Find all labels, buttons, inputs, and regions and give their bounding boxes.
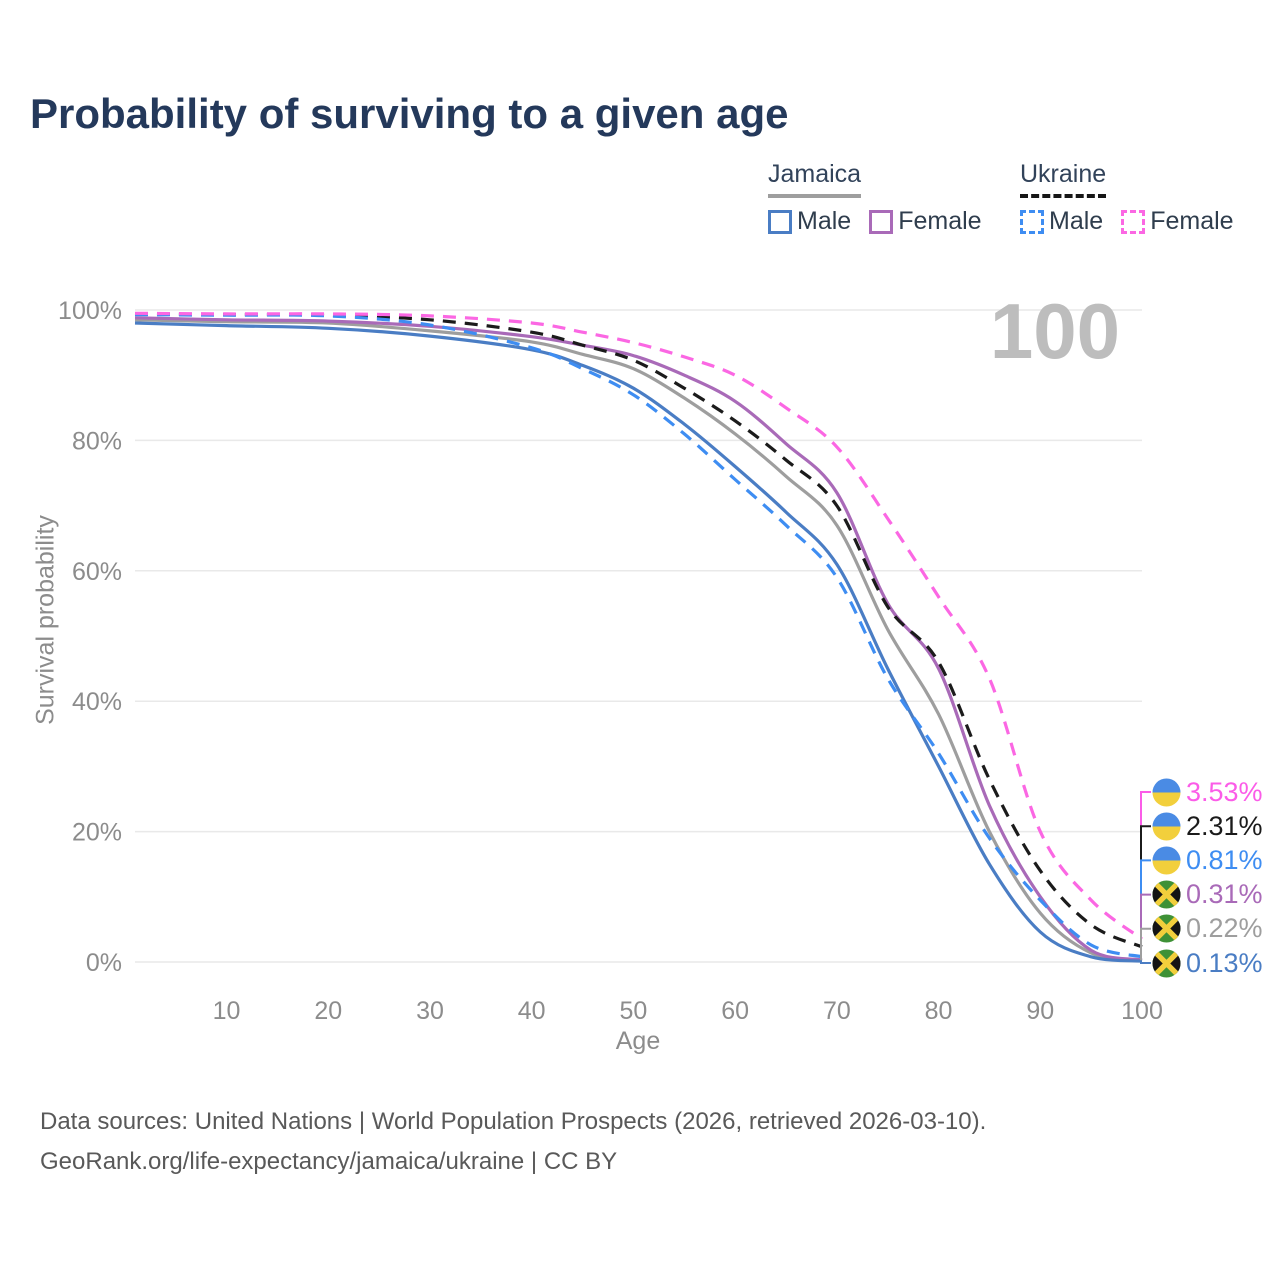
ukraine-flag-icon bbox=[1152, 812, 1181, 841]
x-tick-60: 60 bbox=[721, 997, 749, 1025]
x-tick-40: 40 bbox=[518, 997, 546, 1025]
end-value: 3.53% bbox=[1186, 776, 1263, 807]
end-label-jamaica-female: 0.31% bbox=[1152, 879, 1263, 910]
y-tick-0%: 0% bbox=[86, 949, 122, 977]
end-value: 0.22% bbox=[1186, 913, 1263, 944]
leader-line-ukraine-male bbox=[1140, 859, 1151, 958]
legend-item-ukraine-male[interactable]: Male bbox=[1020, 207, 1103, 236]
y-axis-title: Survival probability bbox=[31, 515, 60, 725]
jamaica-female-line-swatch-icon bbox=[869, 209, 894, 234]
curve-jamaica-female bbox=[134, 316, 1143, 962]
page-title: Probability of surviving to a given age bbox=[30, 90, 789, 137]
legend-item-label: Male bbox=[797, 207, 852, 235]
end-value: 0.81% bbox=[1186, 844, 1263, 875]
x-tick-80: 80 bbox=[925, 997, 953, 1025]
age-watermark: 100 bbox=[989, 287, 1120, 375]
end-label-ukraine-male: 0.81% bbox=[1152, 845, 1263, 875]
y-tick-60%: 60% bbox=[72, 558, 122, 586]
legend-item-jamaica-female[interactable]: Female bbox=[869, 207, 982, 236]
leader-line-jamaica-male bbox=[1140, 960, 1151, 964]
x-tick-50: 50 bbox=[620, 997, 648, 1025]
ukraine-flag-icon bbox=[1152, 846, 1181, 875]
end-label-ukraine-total: 2.31% bbox=[1152, 811, 1263, 841]
legend-item-ukraine-female[interactable]: Female bbox=[1121, 207, 1234, 236]
footer-data-sources: Data sources: United Nations | World Pop… bbox=[40, 1108, 987, 1135]
x-tick-20: 20 bbox=[314, 997, 342, 1025]
end-value: 0.13% bbox=[1186, 947, 1263, 978]
footer-attribution: GeoRank.org/life-expectancy/jamaica/ukra… bbox=[40, 1148, 618, 1175]
y-tick-100%: 100% bbox=[58, 297, 122, 325]
ukraine-male-line-swatch-icon bbox=[1020, 209, 1044, 234]
legend-country-jamaica: Jamaica bbox=[768, 160, 862, 198]
leader-line-jamaica-total bbox=[1140, 927, 1151, 962]
y-tick-80%: 80% bbox=[72, 427, 122, 455]
legend-group-jamaica: Jamaica Male Female bbox=[768, 160, 1000, 236]
legend-group-ukraine: Ukraine Male Female bbox=[1020, 160, 1252, 236]
end-value: 2.31% bbox=[1186, 810, 1263, 841]
ukraine-flag-icon bbox=[1152, 777, 1181, 807]
ukraine-female-line-swatch-icon bbox=[1121, 209, 1146, 234]
legend-item-jamaica-male[interactable]: Male bbox=[768, 207, 851, 236]
curve-jamaica-total bbox=[134, 318, 1143, 963]
curve-ukraine-total bbox=[134, 312, 1143, 949]
curve-ukraine-male bbox=[134, 313, 1143, 959]
x-axis-title: Age bbox=[615, 1027, 661, 1055]
legend-item-label: Male bbox=[1049, 207, 1104, 235]
curve-ukraine-female bbox=[134, 311, 1143, 941]
x-tick-30: 30 bbox=[416, 997, 444, 1025]
legend-country-ukraine: Ukraine bbox=[1020, 160, 1107, 198]
curve-jamaica-male bbox=[134, 321, 1143, 963]
x-tick-90: 90 bbox=[1026, 997, 1054, 1025]
end-label-ukraine-female: 3.53% bbox=[1152, 777, 1263, 807]
jamaica-flag-icon bbox=[1152, 880, 1181, 909]
legend-item-label: Female bbox=[898, 207, 982, 235]
end-value: 0.31% bbox=[1186, 879, 1263, 910]
leader-line-jamaica-female bbox=[1140, 893, 1151, 961]
y-tick-20%: 20% bbox=[72, 819, 122, 847]
y-tick-40%: 40% bbox=[72, 688, 122, 716]
end-label-jamaica-male: 0.13% bbox=[1152, 948, 1263, 978]
x-tick-10: 10 bbox=[213, 997, 241, 1025]
x-tick-100: 100 bbox=[1121, 997, 1163, 1025]
jamaica-male-line-swatch-icon bbox=[768, 209, 792, 234]
leader-line-ukraine-female bbox=[1140, 791, 1151, 940]
x-tick-70: 70 bbox=[823, 997, 851, 1025]
end-label-jamaica-total: 0.22% bbox=[1152, 913, 1263, 944]
jamaica-flag-icon bbox=[1152, 914, 1181, 943]
legend-item-label: Female bbox=[1150, 207, 1234, 235]
jamaica-flag-icon bbox=[1152, 948, 1181, 978]
